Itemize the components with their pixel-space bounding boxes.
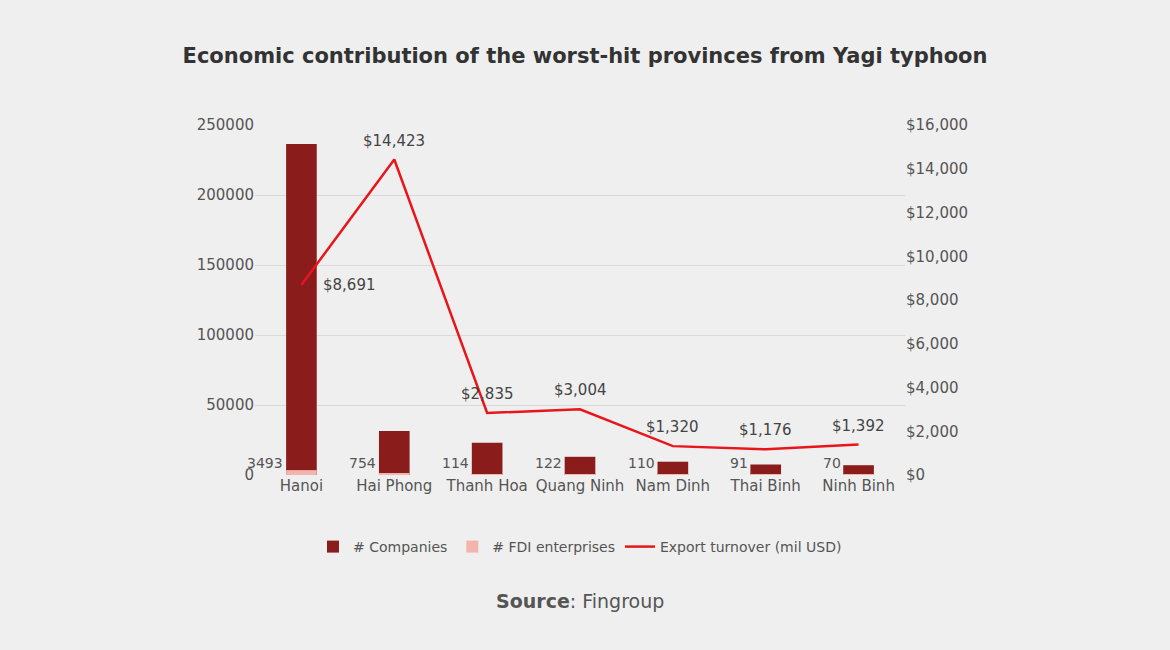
svg-text:Source: Fingroup: Source: Fingroup [496, 590, 664, 612]
svg-text:91: 91 [730, 455, 748, 471]
svg-text:250000: 250000 [197, 116, 254, 134]
svg-text:$1,176: $1,176 [739, 421, 792, 439]
svg-text:$8,691: $8,691 [323, 276, 376, 294]
svg-text:$8,000: $8,000 [906, 291, 959, 309]
svg-text:0: 0 [244, 466, 254, 484]
svg-text:122: 122 [535, 455, 562, 471]
svg-text:$16,000: $16,000 [906, 116, 968, 134]
svg-text:Ninh Binh: Ninh Binh [822, 477, 895, 495]
svg-text:$1,320: $1,320 [646, 418, 699, 436]
svg-text:3493: 3493 [247, 455, 283, 471]
svg-text:Economic contribution of the w: Economic contribution of the worst-hit p… [183, 44, 988, 68]
svg-text:$4,000: $4,000 [906, 379, 959, 397]
svg-text:$2,000: $2,000 [906, 423, 959, 441]
svg-text:Nam Dinh: Nam Dinh [636, 477, 711, 495]
svg-text:70: 70 [823, 455, 841, 471]
svg-text:114: 114 [442, 455, 469, 471]
svg-text:$14,000: $14,000 [906, 160, 968, 178]
svg-text:Export turnover (mil USD): Export turnover (mil USD) [660, 539, 841, 555]
svg-text:Thai Binh: Thai Binh [730, 477, 801, 495]
svg-text:$10,000: $10,000 [906, 248, 968, 266]
svg-text:Hanoi: Hanoi [280, 477, 323, 495]
svg-text:150000: 150000 [197, 256, 254, 274]
svg-text:# Companies: # Companies [353, 539, 447, 555]
svg-text:$1,392: $1,392 [832, 417, 885, 435]
svg-text:$14,423: $14,423 [363, 132, 425, 150]
svg-text:$3,004: $3,004 [554, 381, 607, 399]
svg-text:50000: 50000 [206, 396, 254, 414]
svg-text:$12,000: $12,000 [906, 204, 968, 222]
svg-text:200000: 200000 [197, 186, 254, 204]
svg-text:$2,835: $2,835 [461, 385, 514, 403]
svg-text:$0: $0 [906, 466, 925, 484]
svg-text:Quang Ninh: Quang Ninh [536, 477, 625, 495]
svg-text:100000: 100000 [197, 326, 254, 344]
svg-text:$6,000: $6,000 [906, 335, 959, 353]
svg-text:Hai Phong: Hai Phong [356, 477, 432, 495]
svg-text:Thanh Hoa: Thanh Hoa [445, 477, 527, 495]
svg-text:# FDI enterprises: # FDI enterprises [492, 539, 615, 555]
svg-text:110: 110 [628, 455, 655, 471]
svg-text:754: 754 [349, 455, 376, 471]
